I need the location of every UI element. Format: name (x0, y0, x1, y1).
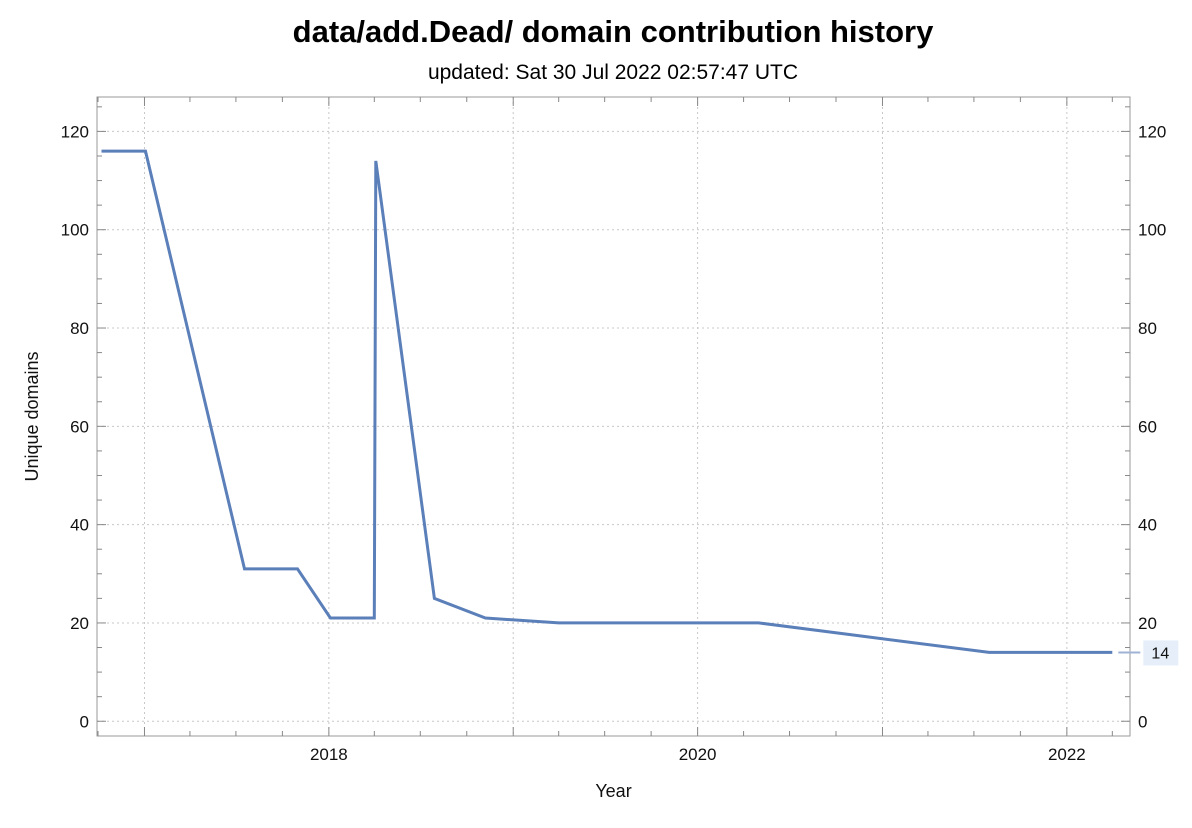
y-tick-label-left: 100 (61, 221, 89, 240)
end-value-label: 14 (1151, 645, 1169, 662)
y-tick-label-right: 40 (1138, 516, 1157, 535)
x-tick-label: 2022 (1048, 745, 1086, 764)
y-tick-label-right: 100 (1138, 221, 1166, 240)
x-axis-label: Year (595, 781, 631, 801)
y-tick-label-left: 60 (70, 417, 89, 436)
axis-ticks (97, 97, 1130, 736)
y-tick-label-right: 120 (1138, 122, 1166, 141)
end-label-group: 14 (1118, 640, 1179, 666)
chart-title: data/add.Dead/ domain contribution histo… (292, 14, 934, 49)
x-tick-label: 2020 (679, 745, 717, 764)
gridlines (97, 97, 1130, 736)
x-tick-label: 2018 (310, 745, 348, 764)
y-tick-label-left: 120 (61, 122, 89, 141)
chart-subtitle: updated: Sat 30 Jul 2022 02:57:47 UTC (427, 61, 799, 84)
y-axis-label: Unique domains (22, 351, 42, 481)
end-label-box (1143, 640, 1179, 666)
y-tick-label-right: 0 (1138, 712, 1147, 731)
y-tick-label-left: 80 (70, 319, 89, 338)
y-tick-label-left: 20 (70, 614, 89, 633)
y-tick-label-right: 20 (1138, 614, 1157, 633)
plot-frame (96, 96, 1131, 737)
y-tick-label-right: 80 (1138, 319, 1157, 338)
y-tick-label-left: 40 (70, 516, 89, 535)
y-tick-label-left: 0 (80, 712, 89, 731)
series-group (101, 149, 1113, 654)
y-tick-label-right: 60 (1138, 417, 1157, 436)
series-line (101, 149, 1113, 654)
